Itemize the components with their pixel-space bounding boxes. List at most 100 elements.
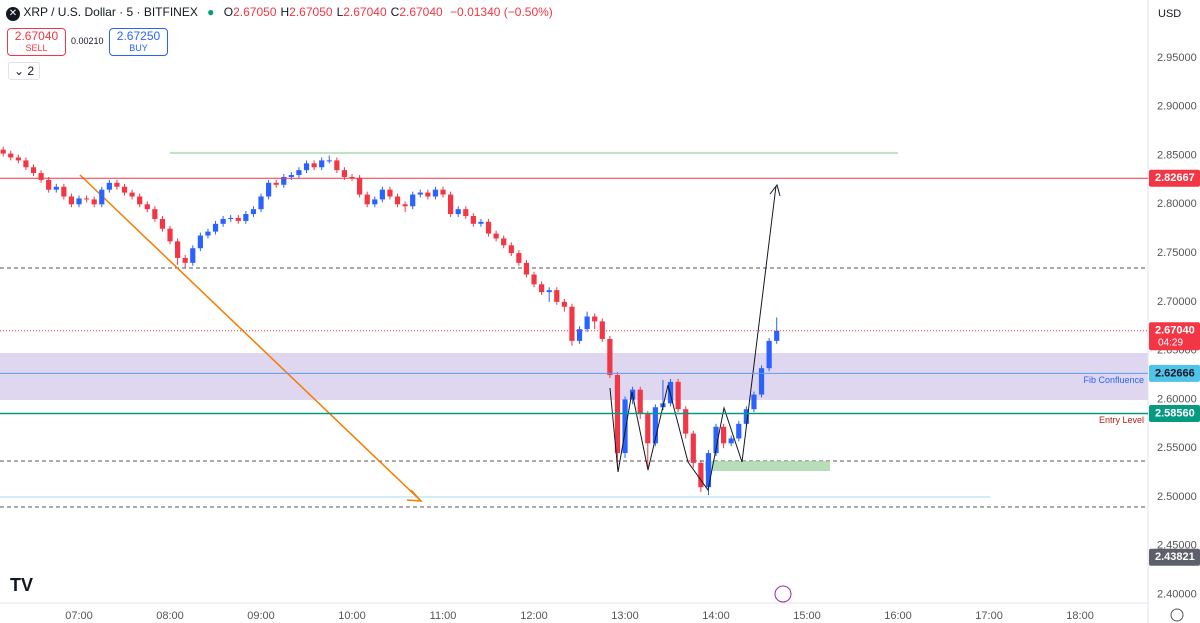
candle-body — [235, 217, 241, 221]
x-tick-label: 11:00 — [430, 610, 457, 622]
candle-body — [250, 209, 257, 215]
candle-body — [531, 274, 537, 285]
candle-body — [675, 381, 681, 410]
candle-body — [576, 329, 583, 341]
candle-body — [38, 173, 44, 180]
price-badge — [1149, 548, 1200, 566]
candle-body — [622, 399, 628, 454]
currency[interactable]: USD — [1158, 8, 1181, 20]
pattern-drawing — [609, 185, 777, 492]
y-tick-label: 2.40000 — [1157, 588, 1197, 600]
close-icon[interactable]: ✕ — [6, 7, 20, 21]
candle-body — [296, 170, 302, 176]
candle-body — [349, 176, 355, 178]
candle-body — [516, 253, 522, 263]
candle-body — [645, 414, 651, 444]
x-tick-label: 12:00 — [520, 610, 548, 622]
ohlc-key: O — [223, 5, 234, 19]
candle-body — [410, 194, 416, 207]
candle-body — [99, 189, 105, 205]
candle-body — [61, 186, 67, 197]
candle-body — [129, 192, 135, 197]
y-tick-label: 2.45000 — [1157, 540, 1197, 552]
price-line-label: Fib Confluence — [1083, 375, 1144, 385]
candle-body — [584, 316, 590, 330]
candle-body — [266, 182, 272, 197]
symbol[interactable]: XRP / U.S. Dollar · 5 · BITFINEX — [23, 5, 198, 19]
y-tick-label: 2.95000 — [1157, 52, 1197, 64]
sell-label: SELL — [25, 43, 48, 53]
ohlc-value: 2.67050 — [233, 5, 277, 19]
candle-body — [698, 462, 704, 488]
buy-label: BUY — [129, 43, 148, 53]
price-badge-label: 2.82667 — [1155, 172, 1195, 184]
price-badge — [1149, 322, 1200, 351]
legend: ✕ XRP / U.S. Dollar · 5 · BITFINEX ● O2.… — [6, 5, 553, 21]
candle-body — [159, 218, 166, 229]
candle-body — [76, 198, 82, 205]
feature-icon[interactable] — [774, 585, 792, 603]
candle-body — [273, 182, 279, 185]
candle-body — [190, 248, 196, 263]
candle-body — [0, 149, 6, 154]
countdown: 04:29 — [1158, 337, 1183, 348]
sell-price: 2.67040 — [14, 29, 59, 43]
y-tick-label: 2.85000 — [1157, 149, 1197, 161]
candle-body — [440, 189, 446, 195]
buy-button[interactable]: 2.67250 BUY — [109, 28, 168, 56]
x-tick-label: 07:00 — [65, 610, 93, 622]
price-badge — [1149, 169, 1200, 187]
candle-body — [508, 245, 514, 254]
candle-body — [417, 192, 423, 195]
spread: 0.00210 — [71, 36, 104, 46]
candle-body — [152, 209, 158, 219]
candle-body — [121, 186, 128, 193]
buy-price: 2.67250 — [116, 29, 161, 43]
candle-body — [455, 209, 461, 215]
candle-body — [205, 231, 211, 236]
candle-body — [485, 221, 492, 234]
candle-body — [364, 194, 370, 205]
y-tick-label: 2.80000 — [1157, 198, 1197, 210]
candle-body — [68, 196, 75, 205]
candle-body — [425, 192, 431, 197]
fib-zone — [0, 353, 1148, 400]
candle-body — [379, 189, 385, 200]
settings-icon[interactable] — [1170, 608, 1184, 622]
ohlc-key: C — [390, 5, 400, 19]
candle-body — [167, 228, 173, 242]
candle-body — [341, 170, 348, 177]
candle-body — [182, 257, 188, 263]
price-badge-label: 2.67040 — [1155, 325, 1195, 337]
x-tick-label: 18:00 — [1066, 610, 1094, 622]
price-badge-label: 2.62666 — [1155, 367, 1195, 379]
candle-body — [319, 160, 325, 168]
candle-body — [258, 196, 264, 210]
candle-body — [228, 217, 234, 219]
x-tick-label: 13:00 — [611, 610, 639, 622]
candle-body — [766, 340, 772, 369]
candle-body — [728, 438, 734, 444]
candle-body — [402, 204, 408, 207]
status-dot: ● — [207, 5, 215, 19]
candle-body — [8, 153, 14, 158]
price-badge — [1149, 404, 1200, 422]
candle-body — [736, 423, 742, 439]
indicators-toggle[interactable]: ⌄ 2 — [8, 62, 41, 80]
candle-body — [243, 214, 249, 221]
ohlc-key: L — [336, 5, 344, 19]
sell-button[interactable]: 2.67040 SELL — [7, 28, 66, 56]
candle-body — [46, 179, 52, 190]
candle-body — [463, 209, 469, 217]
candle-body — [713, 426, 719, 454]
candle-body — [554, 290, 560, 302]
x-tick-label: 10:00 — [338, 610, 366, 622]
candle-body — [758, 368, 765, 395]
entry-zone — [705, 461, 830, 471]
x-tick-label: 17:00 — [975, 610, 1003, 622]
candle-body — [751, 394, 757, 410]
arrow-head — [406, 489, 423, 502]
ohlc-value: 2.67040 — [399, 5, 443, 19]
candle-body — [53, 186, 59, 190]
x-tick-label: 08:00 — [156, 610, 184, 622]
